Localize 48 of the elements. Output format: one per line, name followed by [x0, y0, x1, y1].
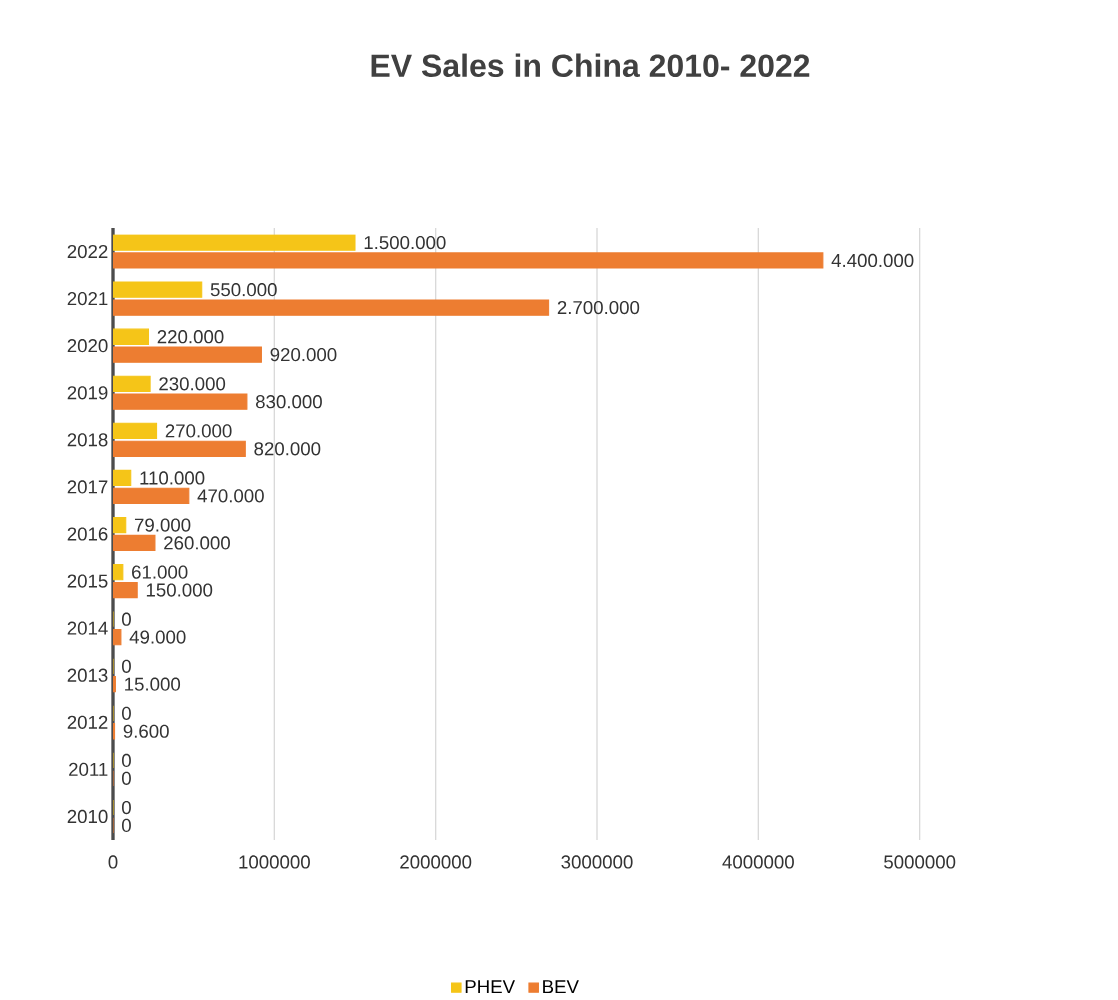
- data-label: 270.000: [165, 424, 232, 438]
- data-label: 61.000: [132, 565, 188, 579]
- y-tick-label: 2019: [67, 385, 108, 400]
- y-tick-label: 2012: [67, 715, 108, 729]
- data-label: 2.700.000: [557, 300, 640, 314]
- x-tick-label: 5000000: [884, 855, 956, 869]
- data-label: 470.000: [197, 489, 264, 503]
- data-label: 820.000: [254, 441, 321, 456]
- data-label: 15.000: [125, 677, 181, 691]
- data-label: 550.000: [210, 282, 277, 297]
- data-label: 79.000: [134, 518, 191, 532]
- data-label: 0: [122, 771, 131, 785]
- y-tick-label: 2018: [67, 433, 108, 447]
- data-label: 1.500.000: [364, 235, 446, 249]
- x-tick-label: 3000000: [561, 855, 633, 869]
- legend-label: BEV: [543, 980, 579, 993]
- data-label: 4.400.000: [831, 253, 914, 267]
- y-tick-label: 2022: [67, 244, 108, 258]
- data-label: 0: [122, 659, 131, 673]
- data-label: 830.000: [255, 394, 322, 409]
- data-label: 220.000: [157, 329, 224, 344]
- x-tick-label: 1000000: [239, 855, 310, 869]
- y-tick-label: 2010: [67, 809, 108, 823]
- data-label: 0: [122, 612, 131, 626]
- data-label: 920.000: [270, 347, 337, 362]
- data-label: 230.000: [159, 377, 226, 391]
- data-label: 260.000: [164, 536, 230, 550]
- x-tick-label: 2000000: [400, 855, 472, 869]
- y-tick-label: 2016: [67, 527, 108, 541]
- data-label: 0: [122, 753, 131, 767]
- data-label: 110.000: [140, 471, 205, 485]
- data-label: 9.600: [123, 724, 169, 738]
- x-tick-label: 4000000: [722, 855, 794, 869]
- data-label: 150.000: [146, 583, 213, 597]
- y-tick-label: 2021: [67, 291, 108, 306]
- x-tick-label: 0: [108, 855, 118, 869]
- legend-label: PHEV: [465, 980, 515, 993]
- data-label: 0: [122, 818, 131, 832]
- y-tick-label: 2015: [67, 574, 108, 588]
- y-tick-label: 2013: [67, 668, 108, 682]
- y-tick-label: 2011: [69, 762, 108, 776]
- y-tick-label: 2017: [67, 480, 108, 494]
- data-label: 0: [122, 706, 131, 720]
- y-tick-label: 2014: [67, 621, 108, 635]
- data-label: 0: [122, 800, 131, 814]
- chart-title: EV Sales in China 2010- 2022: [371, 53, 810, 77]
- y-tick-label: 2020: [67, 338, 108, 353]
- data-label: 49.000: [129, 630, 186, 644]
